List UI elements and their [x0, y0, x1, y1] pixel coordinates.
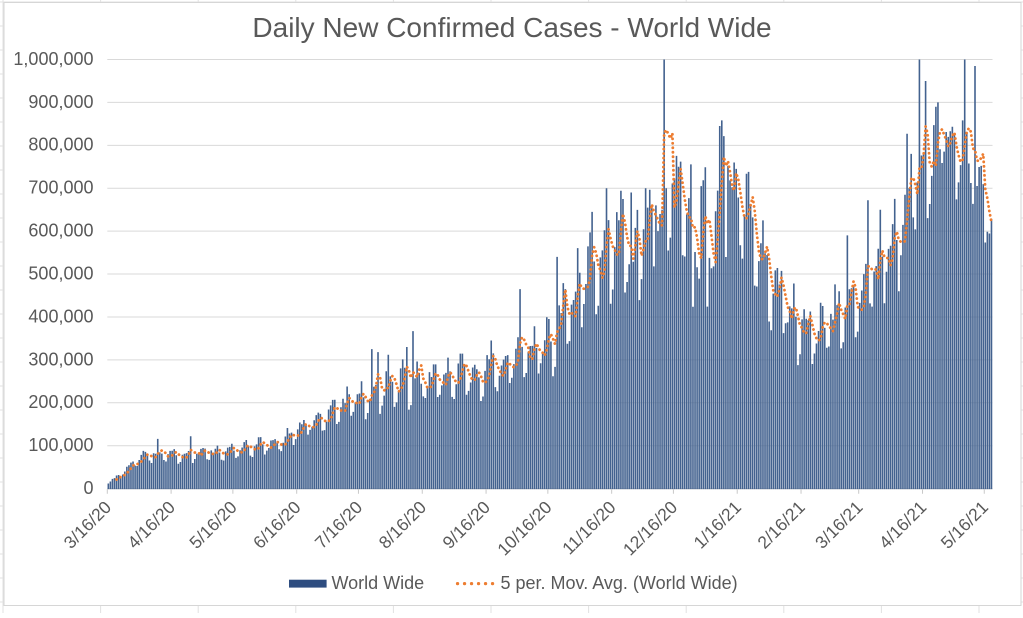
svg-text:0: 0: [83, 478, 93, 498]
svg-text:400,000: 400,000: [28, 306, 93, 326]
svg-text:600,000: 600,000: [28, 221, 93, 241]
svg-text:200,000: 200,000: [28, 392, 93, 412]
svg-text:500,000: 500,000: [28, 263, 93, 283]
svg-text:300,000: 300,000: [28, 349, 93, 369]
svg-text:5 per. Mov. Avg. (World Wide): 5 per. Mov. Avg. (World Wide): [501, 573, 738, 593]
svg-text:100,000: 100,000: [28, 435, 93, 455]
svg-text:1,000,000: 1,000,000: [13, 49, 93, 69]
svg-text:800,000: 800,000: [28, 135, 93, 155]
svg-text:World Wide: World Wide: [332, 573, 425, 593]
svg-text:Daily New Confirmed Cases - Wo: Daily New Confirmed Cases - World Wide: [252, 12, 771, 43]
svg-text:900,000: 900,000: [28, 92, 93, 112]
svg-text:700,000: 700,000: [28, 178, 93, 198]
